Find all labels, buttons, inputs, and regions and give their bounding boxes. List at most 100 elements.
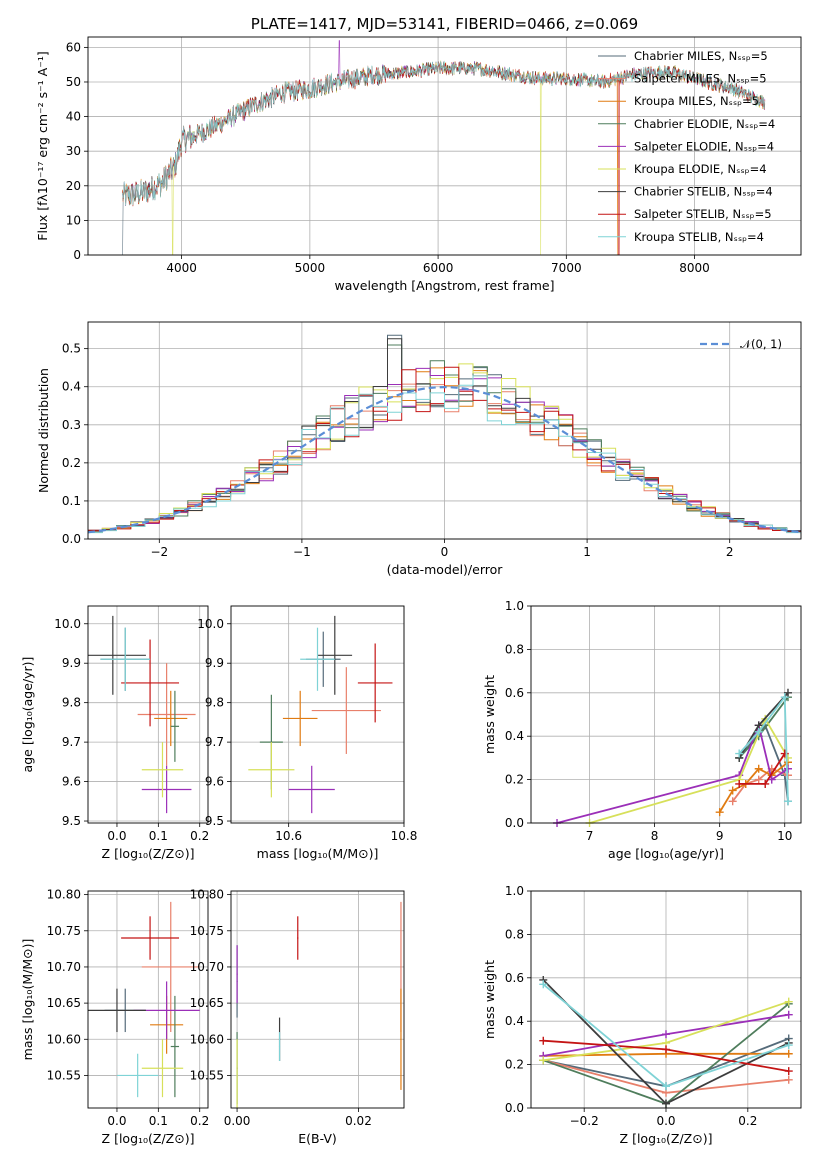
weight-marker <box>728 797 737 806</box>
x-tick-label: 0.2 <box>738 1114 757 1128</box>
x-tick-label: 0.2 <box>190 829 209 843</box>
weight-marker <box>728 786 737 795</box>
x-tick-label: −2 <box>150 545 168 559</box>
weight-marker <box>754 727 763 736</box>
y-tick-label: 10.70 <box>47 960 81 974</box>
legend-entry: Kroupa ELODIE, Nₛₛₚ=4 <box>634 162 767 176</box>
x-tick-label: 0.02 <box>345 1114 372 1128</box>
x-tick-label: 7000 <box>551 261 582 275</box>
weight-marker <box>783 764 792 773</box>
y-tick-label: 30 <box>66 144 81 158</box>
y-tick-label: 1.0 <box>505 884 524 898</box>
y-tick-label: 0.0 <box>505 816 524 830</box>
x-axis-label: E(B-V) <box>298 1131 337 1146</box>
y-tick-label: 0.6 <box>505 971 524 985</box>
y-tick-label: 9.9 <box>205 656 224 670</box>
y-tick-label: 10 <box>66 213 81 227</box>
y-tick-label: 50 <box>66 75 81 89</box>
weight-marker <box>784 997 793 1006</box>
y-tick-label: 10.65 <box>47 996 81 1010</box>
y-tick-label: 0.5 <box>62 342 81 356</box>
x-tick-label: −1 <box>293 545 311 559</box>
weight-marker <box>715 808 724 817</box>
y-tick-label: 10.60 <box>47 1032 81 1046</box>
y-tick-label: 0.2 <box>62 456 81 470</box>
x-tick-label: 6000 <box>423 261 454 275</box>
chart-title: PLATE=1417, MJD=53141, FIBERID=0466, z=0… <box>251 15 638 33</box>
weight-marker <box>754 775 763 784</box>
y-tick-label: 10.80 <box>190 888 224 902</box>
y-tick-label: 20 <box>66 179 81 193</box>
plot-frame <box>230 890 405 1109</box>
weight-line <box>718 761 789 813</box>
y-tick-label: 40 <box>66 110 81 124</box>
plot-frame <box>87 36 802 256</box>
legend-entry: Salpeter MILES, Nₛₛₚ=5 <box>634 72 767 86</box>
weight-marker <box>539 1036 548 1045</box>
y-tick-label: 0.3 <box>62 418 81 432</box>
y-tick-label: 1.0 <box>505 599 524 613</box>
x-axis-label: mass [log₁₀(M/M⊙)] <box>257 846 379 861</box>
y-tick-label: 10.65 <box>190 996 224 1010</box>
x-tick-label: 10.6 <box>275 829 302 843</box>
y-axis-label: age [log₁₀(age/yr)] <box>20 657 35 773</box>
legend-entry: Chabrier MILES, Nₛₛₚ=5 <box>634 49 768 63</box>
y-tick-label: 9.5 <box>205 814 224 828</box>
weight-marker <box>783 753 792 762</box>
y-tick-label: 0.4 <box>505 1014 524 1028</box>
y-tick-label: 0.4 <box>62 380 81 394</box>
y-tick-label: 10.0 <box>54 617 81 631</box>
y-tick-label: 9.8 <box>62 696 81 710</box>
y-axis-label: Normed distribution <box>36 368 51 493</box>
normal-curve <box>88 385 801 534</box>
weight-marker <box>735 749 744 758</box>
x-tick-label: 1 <box>583 545 591 559</box>
histogram-step <box>88 375 801 534</box>
y-tick-label: 0.2 <box>505 1058 524 1072</box>
y-tick-label: 10.55 <box>47 1068 81 1082</box>
weight-marker <box>784 1067 793 1076</box>
y-tick-label: 0.8 <box>505 642 524 656</box>
y-tick-label: 0.4 <box>505 729 524 743</box>
x-tick-label: 10 <box>777 829 792 843</box>
x-axis-label: (data-model)/error <box>387 562 504 577</box>
y-tick-label: 10.80 <box>47 888 81 902</box>
x-axis-label: Z [log₁₀(Z/Z⊙)] <box>620 1131 713 1146</box>
y-axis-label: mass weight <box>482 960 497 1039</box>
x-tick-label: 2 <box>726 545 734 559</box>
weight-marker <box>662 1082 670 1091</box>
weight-marker <box>783 688 792 697</box>
weight-marker <box>662 1045 670 1054</box>
plot-frame <box>530 605 802 824</box>
x-tick-label: 0.0 <box>107 829 126 843</box>
weight-marker <box>539 1056 548 1065</box>
y-tick-label: 0.8 <box>505 927 524 941</box>
y-axis-label: Flux [fλ10⁻¹⁷ erg cm⁻² s⁻¹ A⁻¹] <box>35 51 50 240</box>
weight-marker <box>754 764 763 773</box>
x-tick-label: 0.1 <box>149 829 168 843</box>
y-axis-label: mass [log₁₀(M/M⊙)] <box>20 939 35 1061</box>
x-tick-label: 5000 <box>295 261 326 275</box>
y-tick-label: 10.70 <box>190 960 224 974</box>
weight-line <box>589 716 789 823</box>
y-tick-label: 10.75 <box>190 924 224 938</box>
x-axis-label: Z [log₁₀(Z/Z⊙)] <box>102 846 195 861</box>
weight-marker <box>784 1010 793 1019</box>
plot-frame <box>530 890 802 1109</box>
y-tick-label: 10.55 <box>190 1068 224 1082</box>
y-tick-label: 0 <box>73 248 81 262</box>
plot-area <box>231 891 404 1108</box>
y-tick-label: 9.6 <box>205 775 224 789</box>
spectrum-line <box>122 60 766 206</box>
legend-entry: Salpeter STELIB, Nₛₛₚ=5 <box>634 207 772 221</box>
legend-entry: Salpeter ELODIE, Nₛₛₚ=4 <box>634 139 774 153</box>
weight-marker <box>784 1049 793 1058</box>
plot-frame <box>230 605 405 824</box>
x-tick-label: 4000 <box>166 261 197 275</box>
y-tick-label: 9.7 <box>62 735 81 749</box>
y-tick-label: 0.1 <box>62 494 81 508</box>
weight-marker <box>780 749 789 758</box>
plot-area <box>531 606 801 823</box>
x-tick-label: 0.1 <box>149 1114 168 1128</box>
